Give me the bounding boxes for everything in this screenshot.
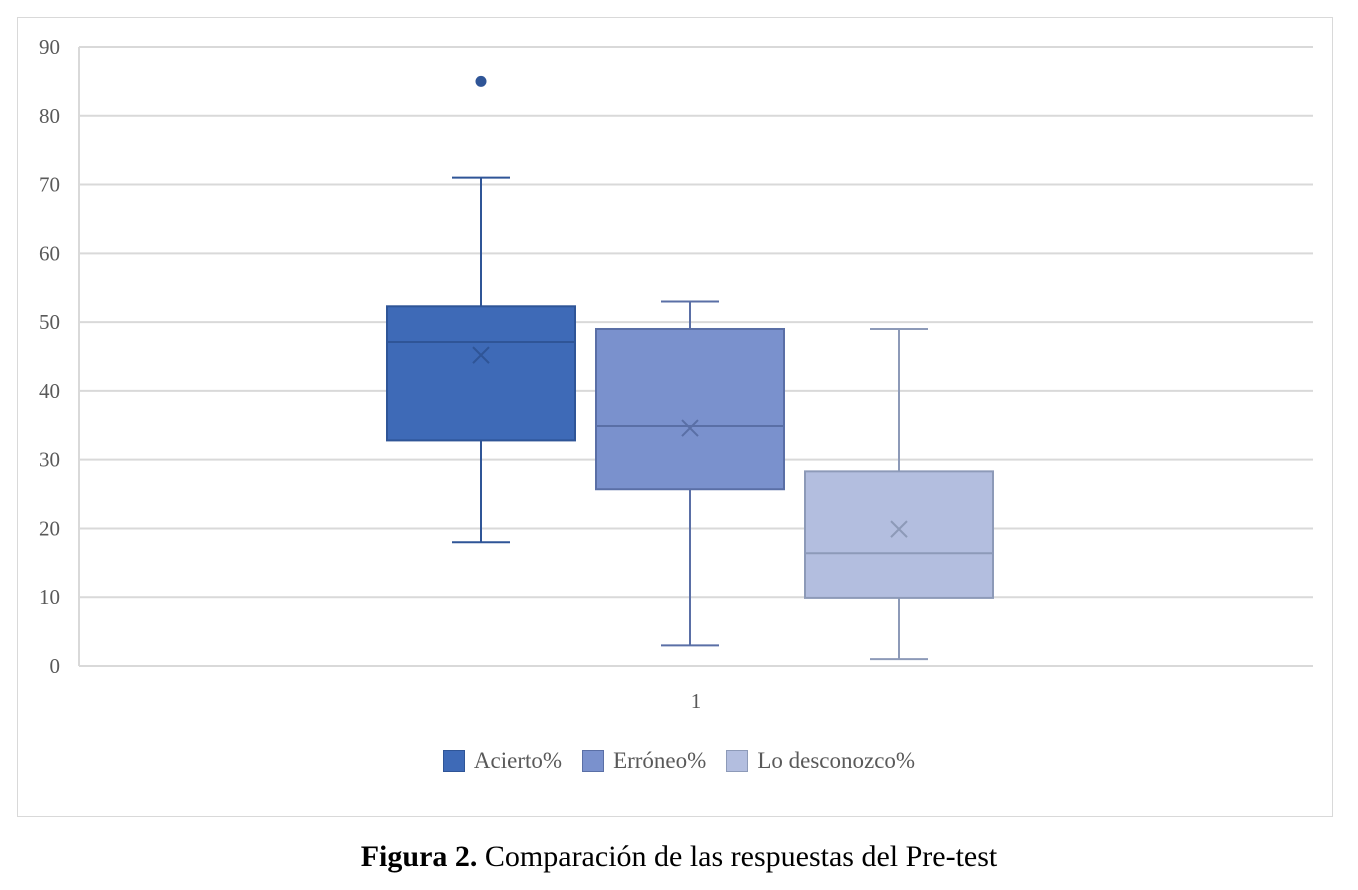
caption-label: Figura 2. <box>360 840 478 873</box>
y-tick-label: 60 <box>39 241 60 265</box>
mean-marker <box>681 419 699 437</box>
box-lo-desconozco <box>804 327 994 661</box>
legend: Acierto% Erróneo% Lo desconozco% <box>0 748 1358 774</box>
y-tick-label: 70 <box>39 173 60 197</box>
legend-swatch-erroneo <box>582 750 605 772</box>
y-tick-label: 90 <box>39 35 60 59</box>
y-tick-label: 10 <box>39 585 60 609</box>
boxes <box>386 75 994 661</box>
figure-caption: Figura 2. Comparación de las respuestas … <box>0 840 1358 874</box>
outlier-point <box>475 75 487 87</box>
legend-label: Acierto% <box>473 748 563 773</box>
legend-swatch-lo-desconozco <box>726 750 749 772</box>
iqr-box <box>386 305 576 442</box>
y-tick-label: 0 <box>50 654 61 678</box>
mean-marker <box>890 520 908 538</box>
y-tick-label: 80 <box>39 104 60 128</box>
y-axis-ticks: 0 10 20 30 40 50 60 70 80 90 <box>39 35 60 678</box>
iqr-box <box>804 470 994 599</box>
legend-label: Erróneo% <box>613 748 707 773</box>
legend-item-acierto[interactable]: Acierto% <box>442 748 563 774</box>
box-err-neo <box>595 300 785 647</box>
y-tick-label: 30 <box>39 448 60 472</box>
iqr-box <box>595 327 785 491</box>
y-tick-label: 20 <box>39 516 60 540</box>
box-plot: 0 10 20 30 40 50 60 70 80 90 1 <box>39 35 1313 713</box>
x-tick-label: 1 <box>691 689 702 713</box>
legend-item-erroneo[interactable]: Erróneo% <box>582 748 706 774</box>
legend-swatch-acierto <box>442 750 465 772</box>
caption-text: Comparación de las respuestas del Pre-te… <box>477 840 998 873</box>
y-tick-label: 40 <box>39 379 60 403</box>
legend-item-lo-desconozco[interactable]: Lo desconozco% <box>726 748 915 774</box>
mean-marker <box>472 346 490 364</box>
box-acierto <box>386 75 576 544</box>
y-tick-label: 50 <box>39 310 60 334</box>
legend-label: Lo desconozco% <box>757 748 916 773</box>
